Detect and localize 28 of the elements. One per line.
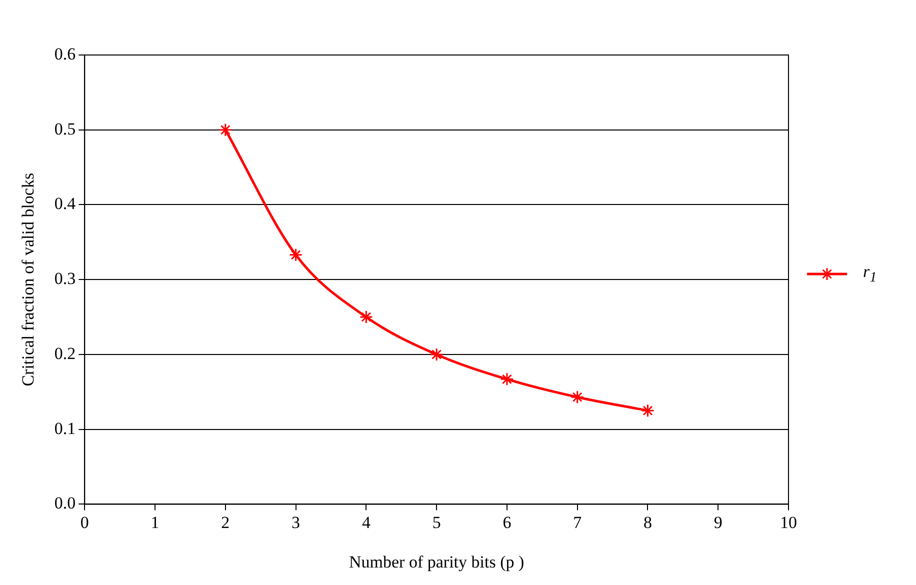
y-tick-label: 0.3 bbox=[54, 269, 76, 288]
x-axis-title: Number of parity bits (p ) bbox=[348, 552, 524, 572]
point bbox=[218, 123, 232, 137]
x-tick-label: 10 bbox=[780, 512, 797, 532]
x-tick-label: 5 bbox=[432, 512, 441, 532]
y-axis-title: Critical fraction of valid blocks bbox=[18, 172, 38, 386]
x-tick-label: 1 bbox=[150, 512, 160, 532]
point bbox=[359, 310, 373, 324]
y-tick-label: 0.0 bbox=[54, 494, 76, 513]
y-tick-label: 0.4 bbox=[54, 194, 76, 214]
y-tick-label: 0.6 bbox=[54, 44, 76, 64]
x-tick-label: 2 bbox=[221, 512, 230, 532]
x-tick-label: 0 bbox=[80, 512, 89, 532]
y-tick-label: 0.2 bbox=[54, 344, 76, 363]
point bbox=[640, 404, 654, 418]
point bbox=[430, 348, 444, 362]
y-tick-label: 0.1 bbox=[54, 418, 76, 438]
legend-label: r$_{1}$ bbox=[863, 262, 877, 286]
x-tick-label: 6 bbox=[502, 512, 512, 532]
x-tick-label: 4 bbox=[362, 512, 371, 532]
y-tick-label: 0.5 bbox=[54, 119, 76, 138]
x-tick-label: 8 bbox=[643, 512, 652, 532]
x-tick-label: 7 bbox=[573, 512, 582, 532]
point bbox=[570, 390, 584, 404]
point bbox=[500, 372, 514, 386]
x-tick-label: 9 bbox=[714, 512, 722, 532]
point bbox=[289, 248, 303, 262]
x-tick-label: 3 bbox=[292, 512, 300, 532]
